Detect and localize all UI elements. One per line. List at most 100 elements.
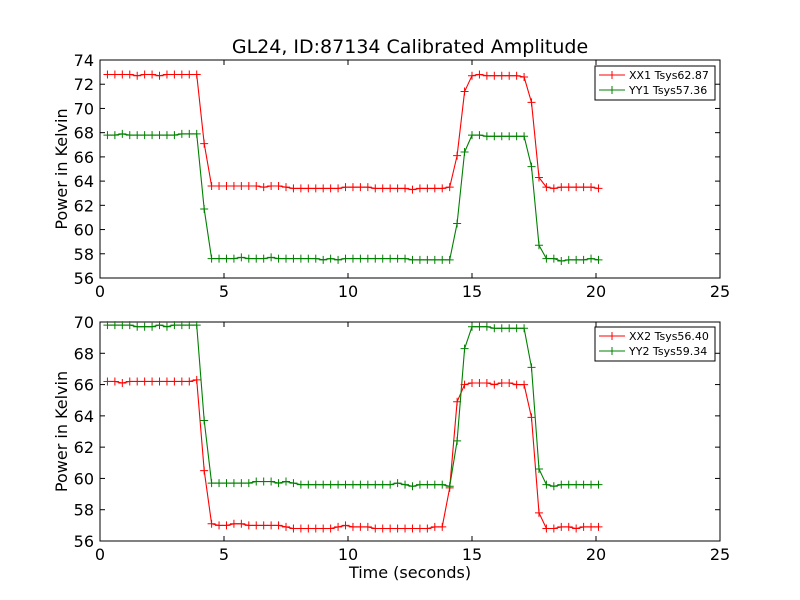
data-point [103,321,112,330]
data-point [319,184,328,193]
data-point [118,379,127,388]
data-point [430,255,439,264]
data-point [289,254,298,263]
data-point [215,181,224,190]
data-point [259,521,268,530]
data-point [118,321,127,330]
data-point [408,255,417,264]
data-point [520,132,529,141]
data-point [207,181,216,190]
data-point [438,522,447,531]
data-point [393,254,402,263]
legend-marker [608,332,616,340]
data-point [497,324,506,333]
data-point [401,524,410,533]
y-tick-label: 70 [74,99,94,118]
data-point [505,324,514,333]
data-point [371,480,380,489]
data-point [185,70,194,79]
y-tick-label: 56 [74,269,94,288]
data-point [341,521,350,530]
data-point [564,480,573,489]
data-point [468,322,476,331]
data-point [564,183,573,192]
data-point [326,184,335,193]
data-point [341,480,350,489]
data-point [512,380,521,389]
data-point [475,131,484,140]
data-point [371,254,380,263]
data-point [549,524,558,533]
data-point [304,524,313,533]
data-point [386,254,395,263]
data-point [229,519,238,528]
data-point [445,482,454,491]
x-tick-label: 15 [462,282,482,301]
data-point [296,524,305,533]
data-point [378,524,387,533]
data-point [252,477,261,486]
data-point [445,255,454,264]
data-point [140,377,149,386]
legend-entry: YY1 Tsys57.36 [628,84,707,97]
data-point [557,183,566,192]
data-point [259,183,268,192]
data-point [527,363,536,372]
data-point [170,131,179,140]
y-tick-label: 60 [74,469,94,488]
data-point [148,322,157,331]
data-point [155,131,164,140]
data-point [326,254,335,263]
y-tick-label: 62 [74,196,94,215]
data-point [356,183,365,192]
data-point [222,181,231,190]
data-point [468,379,476,388]
data-point [348,522,357,531]
data-point [587,480,596,489]
data-point [267,477,276,486]
y-tick-label: 58 [74,245,94,264]
data-point [401,184,410,193]
data-point [579,480,588,489]
y-tick-label: 68 [74,124,94,143]
figure-title: GL24, ID:87134 Calibrated Amplitude [232,36,588,58]
data-point [520,380,529,389]
data-point [572,480,581,489]
data-point [282,254,290,263]
data-point [534,241,543,250]
y-tick-label: 56 [74,532,94,551]
data-point [542,183,551,192]
data-point [572,255,581,264]
data-point [140,70,149,79]
series-line-1 [107,379,599,530]
data-point [177,321,186,330]
data-point [371,524,380,533]
data-point [557,257,566,266]
data-point [564,255,573,264]
data-point [311,480,320,489]
data-point [348,254,357,263]
y-tick-label: 74 [74,51,94,70]
data-point [475,379,484,388]
data-point [229,181,238,190]
data-point [505,379,514,388]
data-point [371,184,380,193]
data-point [490,324,499,333]
data-point [572,183,581,192]
y-axis-label: Power in Kelvin [52,371,71,492]
data-point [587,254,596,263]
data-point [363,522,372,531]
data-point [378,184,387,193]
data-point [408,185,417,194]
data-point [192,321,201,330]
y-tick-label: 66 [74,376,94,395]
data-point [542,524,551,533]
data-point [237,519,246,528]
data-point [192,70,201,79]
data-point [505,71,514,80]
data-point [282,183,290,192]
data-point [482,322,491,331]
data-point [386,184,395,193]
data-point [363,183,372,192]
data-point [527,98,536,107]
